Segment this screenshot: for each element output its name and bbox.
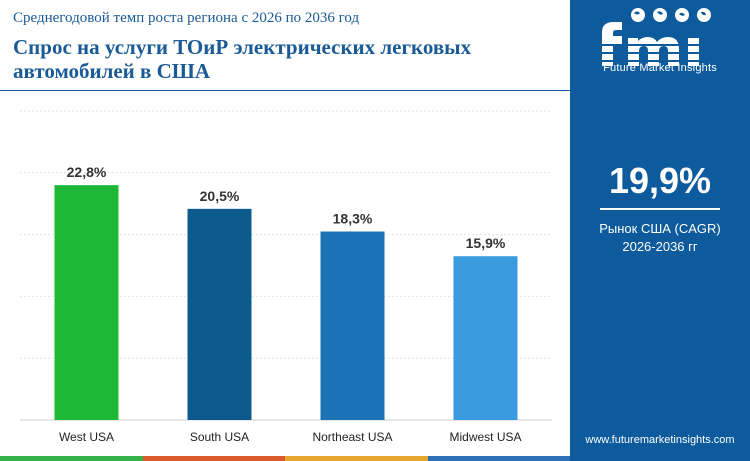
cagr-label-line1: Рынок США (CAGR) — [599, 221, 721, 236]
website-link[interactable]: www.futuremarketinsights.com — [585, 434, 735, 446]
bar-chart: 22,8% West USA 20,5% South USA 18,3% Northeas… — [20, 110, 552, 444]
bar-south-usa — [187, 208, 252, 420]
data-label: 20,5% — [200, 188, 240, 204]
fmi-logo — [596, 8, 726, 66]
bar-midwest-usa — [453, 256, 518, 420]
x-tick-label: Northeast USA — [312, 430, 392, 444]
header-divider — [0, 90, 570, 91]
chart-area: 22,8% West USA 20,5% South USA 18,3% Northeas… — [0, 91, 570, 461]
cagr-label-line2: 2026-2036 гг — [622, 239, 698, 254]
strip-segment-yellow — [285, 456, 428, 461]
chart-subtitle: Среднегодовой темп роста региона с 2026 … — [13, 10, 360, 26]
x-tick-label: West USA — [59, 430, 114, 444]
x-tick-label: South USA — [190, 430, 249, 444]
x-tick-label: Midwest USA — [449, 430, 521, 444]
sidebar-panel: Future Market Insights 19,9% Рынок США (… — [570, 0, 750, 461]
cagr-value: 19,9% — [608, 160, 712, 201]
color-strip — [0, 456, 570, 461]
cagr-divider — [600, 208, 720, 210]
strip-segment-green — [0, 456, 143, 461]
cagr-label: Рынок США (CAGR) 2026-2036 гг — [570, 220, 750, 256]
strip-segment-orange — [142, 456, 285, 461]
chart-title: Спрос на услуги ТОиР электрических легко… — [13, 35, 472, 83]
data-label: 15,9% — [466, 235, 506, 251]
data-label: 18,3% — [333, 211, 373, 227]
header: Среднегодовой темп роста региона с 2026 … — [0, 0, 570, 90]
bar-northeast-usa — [320, 231, 385, 420]
logo-wordmark: Future Market Insights — [603, 62, 717, 74]
strip-segment-blue — [427, 456, 570, 461]
bar-west-usa — [54, 185, 119, 420]
data-label: 22,8% — [67, 164, 107, 180]
